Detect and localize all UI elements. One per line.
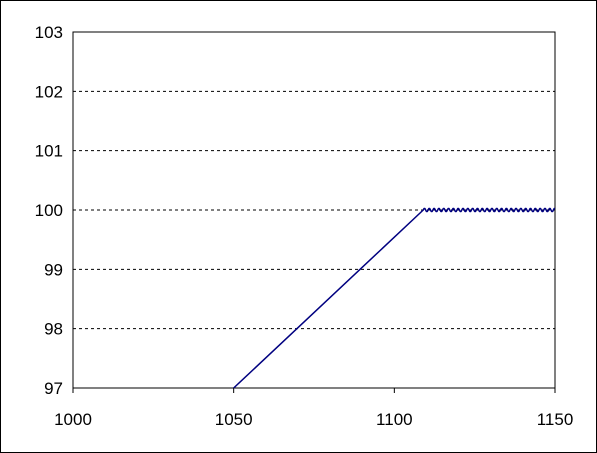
gridlines [73, 90, 555, 330]
x-tick-label-1150: 1150 [537, 410, 574, 429]
y-tick-label-98: 98 [44, 320, 63, 339]
y-tick-label-101: 101 [35, 142, 63, 161]
x-axis-tick-labels: 1000 1050 1100 1150 [54, 410, 573, 429]
y-tick-label-100: 100 [35, 201, 63, 220]
x-tick-label-1100: 1100 [376, 410, 413, 429]
x-axis-ticks [72, 388, 556, 393]
x-tick-label-1050: 1050 [215, 410, 253, 429]
x-tick-label-1000: 1000 [54, 410, 92, 429]
series-layer [233, 207, 555, 389]
y-axis-tick-labels: 97 98 99 100 101 102 103 [35, 23, 63, 398]
y-tick-label-103: 103 [35, 23, 63, 42]
y-tick-label-102: 102 [35, 82, 63, 101]
series-line-0 [233, 207, 555, 389]
y-tick-label-99: 99 [44, 260, 63, 279]
y-tick-label-97: 97 [44, 379, 63, 398]
